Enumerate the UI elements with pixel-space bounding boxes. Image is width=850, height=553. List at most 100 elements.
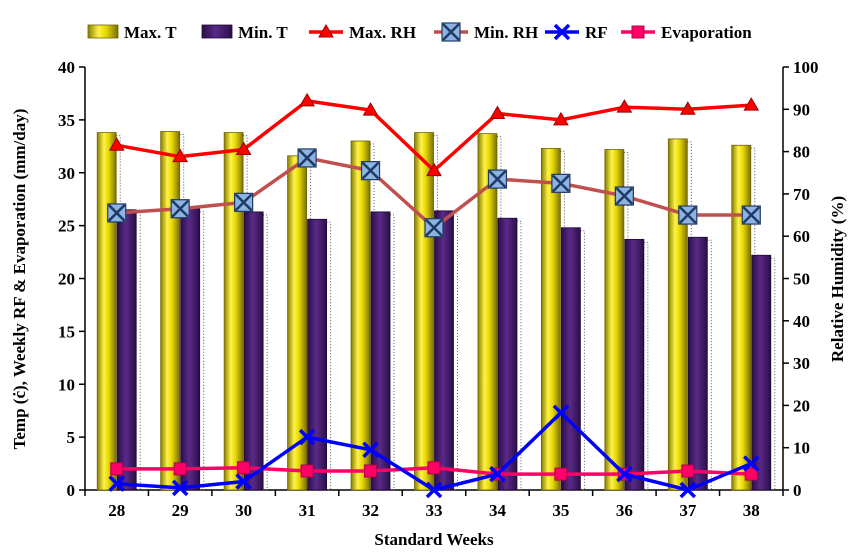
rf-line	[116, 411, 752, 492]
left-tick-label: 5	[67, 428, 76, 447]
rf-point	[362, 441, 379, 459]
max-rh-point	[553, 111, 569, 126]
right-tick-label: 20	[793, 396, 810, 415]
rf-point	[171, 479, 189, 497]
evaporation-point	[237, 461, 251, 475]
max-rh-point	[299, 92, 315, 107]
right-tick-label: 50	[793, 270, 810, 289]
left-tick-label: 35	[58, 111, 75, 130]
evaporation-series	[110, 461, 758, 481]
x-tick-label: 37	[679, 501, 697, 520]
evaporation-point	[110, 462, 124, 476]
min-t-bar	[497, 217, 518, 491]
legend-item-min-t: Min. T	[201, 23, 288, 42]
right-tick-label: 0	[793, 481, 802, 500]
min-t-bar	[434, 210, 454, 491]
max-rh-point	[108, 137, 125, 151]
max-t-bar	[477, 133, 498, 491]
x-tick-label: 31	[299, 501, 316, 520]
min-rh-point	[741, 205, 761, 225]
rf-point	[425, 481, 443, 499]
max-t-bar	[731, 144, 752, 491]
evaporation-point	[427, 461, 441, 475]
max-rh-point	[616, 99, 633, 113]
rf-point	[552, 404, 570, 422]
lines-layer	[107, 92, 761, 499]
min-rh-point	[234, 192, 254, 212]
min-rh-point	[551, 173, 571, 193]
rf-series	[108, 404, 760, 499]
legend-label: RF	[585, 23, 608, 42]
x-axis-title: Standard Weeks	[374, 530, 494, 549]
rf-point	[743, 455, 760, 472]
min-t-bar	[751, 254, 772, 491]
left-axis-ticks: 0 5 10 15 20 25 30 35 40	[58, 58, 85, 500]
legend-label: Min. T	[238, 23, 288, 42]
x-tick-label: 35	[552, 501, 569, 520]
min-rh-point	[297, 148, 317, 168]
x-tick-label: 29	[172, 501, 189, 520]
x-axis-ticks: 28 29 30 31 32 33 34 35 36 37 38	[84, 490, 784, 520]
left-tick-label: 15	[58, 322, 75, 341]
max-t-bar	[287, 155, 307, 491]
max-t-bar	[96, 132, 117, 491]
right-tick-label: 30	[793, 354, 810, 373]
evaporation-point	[364, 464, 378, 478]
legend-label: Evaporation	[661, 23, 752, 42]
min-t-bar	[687, 236, 708, 491]
evaporation-point	[554, 467, 568, 481]
evaporation-point	[744, 467, 758, 481]
max-t-bar	[160, 131, 181, 491]
right-tick-label: 90	[793, 100, 810, 119]
legend-label: Max. T	[124, 23, 177, 42]
max-rh-point	[235, 141, 252, 155]
x-tick-label: 30	[235, 501, 252, 520]
min-t-bar	[624, 238, 645, 491]
x-tick-label: 38	[743, 501, 760, 520]
left-axis-title: Temp (ċ), Weekly RF & Evaporation (mm/da…	[10, 109, 29, 450]
legend-item-max-rh: Max. RH	[309, 23, 416, 42]
min-rh-point	[487, 169, 508, 189]
min-rh-point	[424, 218, 444, 238]
legend-item-max-t: Max. T	[87, 23, 177, 42]
right-tick-label: 100	[793, 58, 819, 77]
min-t-bar	[370, 211, 391, 491]
max-t-bar	[414, 132, 434, 491]
legend-marker	[631, 25, 645, 39]
right-axis-title: Relative Humidity (%)	[828, 196, 847, 362]
min-t-bar	[180, 208, 201, 491]
min-rh-point	[614, 186, 634, 206]
legend-swatch	[201, 24, 233, 39]
right-tick-label: 10	[793, 439, 810, 458]
max-t-bar	[667, 138, 688, 491]
left-tick-label: 30	[58, 164, 75, 183]
left-tick-label: 20	[58, 270, 75, 289]
x-tick-label: 36	[616, 501, 633, 520]
evaporation-point	[681, 464, 695, 478]
left-tick-label: 10	[58, 375, 75, 394]
legend-marker	[318, 24, 334, 38]
min-t-bar	[307, 218, 327, 491]
rf-point	[108, 475, 125, 492]
max-rh-point	[362, 102, 379, 116]
rf-point	[679, 481, 697, 499]
evaporation-point	[300, 464, 314, 478]
right-tick-label: 40	[793, 312, 810, 331]
left-tick-label: 25	[58, 217, 75, 236]
right-tick-label: 70	[793, 185, 810, 204]
min-t-bar	[561, 227, 581, 491]
min-rh-point	[678, 205, 698, 225]
max-rh-point	[489, 105, 506, 120]
max-t-bar	[604, 149, 625, 491]
max-rh-series	[108, 92, 760, 177]
max-rh-point	[426, 162, 442, 177]
rf-point	[235, 473, 252, 490]
min-rh-point	[170, 199, 190, 219]
max-t-bar	[223, 132, 244, 491]
x-tick-label: 34	[489, 501, 507, 520]
min-rh-point	[360, 161, 381, 181]
right-axis-ticks: 0 10 20 30 40 50 60 70 80 90 100	[783, 58, 819, 500]
right-tick-label: 80	[793, 143, 810, 162]
rf-point	[489, 465, 506, 483]
